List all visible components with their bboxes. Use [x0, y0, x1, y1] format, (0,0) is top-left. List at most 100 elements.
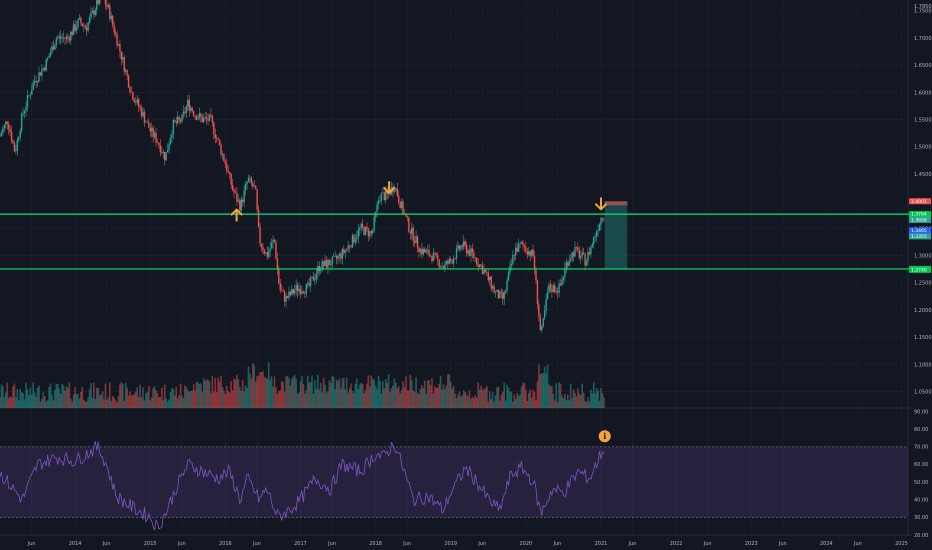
volume-bar	[564, 393, 566, 408]
volume-bar	[451, 388, 453, 408]
volume-bar	[584, 401, 586, 408]
volume-bar	[338, 378, 341, 408]
candle-body	[292, 288, 294, 294]
price-axis[interactable]: 1.7500 1.7000 1.6500 1.6000 1.5500 1.5000 1.45…	[909, 4, 932, 539]
candle-body	[253, 186, 255, 187]
volume-bar	[546, 364, 549, 408]
candle-body	[542, 317, 544, 327]
volume-bar	[85, 401, 88, 408]
candle-body	[84, 25, 86, 28]
candle-body	[590, 246, 592, 255]
candle-body	[87, 23, 89, 31]
volume-bar	[311, 375, 313, 408]
volume-bar	[468, 390, 471, 408]
time-axis[interactable]: Jun 2014 Jun 2015 Jun 2016 Jun 2017 Jun 2018 Jun 20…	[27, 541, 908, 547]
candle-body	[65, 36, 68, 39]
candle-body	[97, 0, 99, 4]
candle-body	[565, 262, 568, 269]
candle-body	[42, 67, 45, 70]
candle-body	[182, 111, 185, 115]
volume-bar	[354, 383, 357, 408]
candle-body	[558, 283, 560, 293]
volume-bar	[371, 378, 374, 408]
volume-bar	[119, 384, 121, 408]
candle-body	[161, 152, 163, 154]
volume-bar	[579, 395, 582, 408]
volume-bar	[314, 380, 316, 408]
volume-bar	[325, 392, 328, 408]
volume-bar	[382, 381, 384, 408]
volume-bar	[309, 382, 312, 408]
candle-body	[57, 37, 59, 39]
volume-bar	[172, 388, 175, 408]
candle-body	[26, 95, 29, 107]
volume-bar	[575, 396, 578, 408]
volume-bar	[461, 395, 464, 408]
candle-body	[124, 70, 127, 72]
candle-body	[474, 257, 477, 259]
candle-body	[282, 290, 284, 292]
candle-body	[418, 247, 420, 252]
info-icon	[598, 430, 611, 443]
volume-bar	[503, 382, 505, 408]
time-tick-label: Jun	[177, 541, 186, 547]
candle-body	[377, 200, 380, 205]
rsi-tick-label: 30.00	[914, 515, 928, 521]
volume-bar	[241, 379, 244, 408]
candle-body	[233, 190, 235, 193]
volume-bar	[95, 387, 98, 408]
candle-body	[322, 261, 325, 266]
volume-bar	[231, 390, 234, 408]
volume-bar	[305, 389, 308, 408]
volume-bar	[215, 392, 218, 408]
volume-bar	[357, 389, 360, 408]
candle-body	[28, 95, 30, 96]
candle-body	[507, 272, 510, 281]
volume-bar	[449, 381, 452, 408]
candle-body	[483, 269, 485, 274]
volume-bar	[376, 389, 378, 408]
volume-bar	[226, 385, 228, 408]
volume-bar	[192, 384, 195, 408]
volume-bar	[195, 382, 198, 408]
volume-bar	[88, 389, 91, 408]
volume-bar	[467, 396, 469, 408]
volume-bar	[16, 388, 19, 408]
candle-body	[152, 127, 154, 137]
volume-bar	[15, 397, 17, 408]
candle-body	[111, 15, 114, 25]
candle-body	[145, 122, 147, 123]
volume-bar	[493, 401, 495, 408]
volume-bar	[84, 401, 87, 408]
volume-bar	[126, 387, 128, 408]
candle-body	[367, 228, 370, 237]
candle-body	[444, 263, 446, 269]
volume-bar	[496, 387, 498, 408]
candle-body	[62, 37, 65, 39]
volume-bar	[405, 376, 407, 408]
volume-bar	[431, 378, 433, 408]
candle-body	[107, 5, 110, 8]
volume-bar	[545, 372, 547, 408]
time-tick-label: 2023	[745, 541, 758, 547]
candle-body	[556, 291, 559, 293]
candle-body	[432, 253, 435, 261]
volume-bar	[75, 394, 78, 408]
candle-body	[480, 264, 482, 267]
volume-bar	[101, 391, 104, 408]
volume-bar	[288, 378, 290, 408]
candle-body	[130, 92, 133, 93]
candle-body	[176, 117, 179, 123]
candle-body	[52, 46, 55, 50]
candle-body	[437, 255, 439, 260]
candle-body	[317, 265, 319, 274]
candle-body	[493, 286, 495, 293]
candle-body	[460, 245, 462, 250]
volume-bar	[26, 389, 29, 408]
volume-bar	[171, 388, 173, 408]
candle-body	[422, 249, 424, 255]
volume-bar	[296, 393, 299, 408]
candle-body	[490, 276, 492, 289]
candle-body	[116, 34, 118, 46]
